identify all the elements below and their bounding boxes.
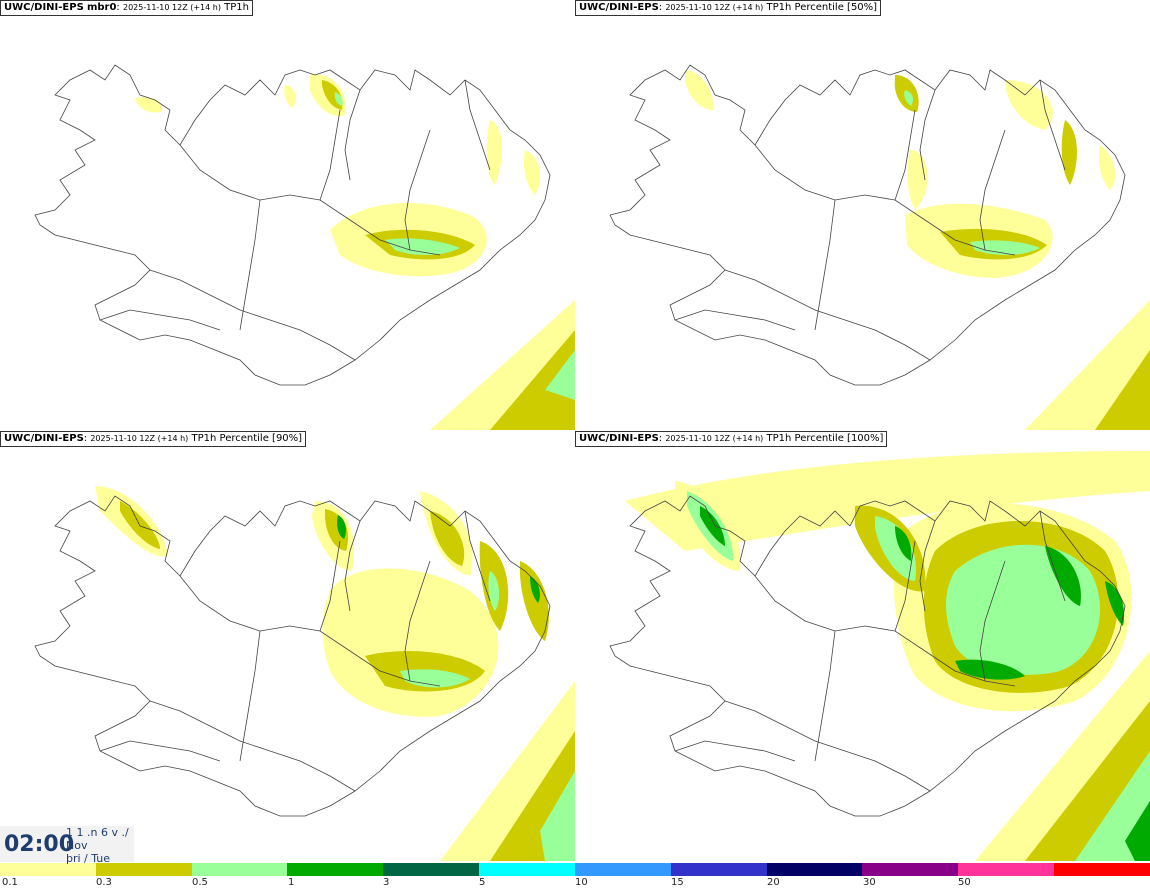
legend-swatch — [958, 863, 1055, 876]
month-label: Nov — [66, 839, 88, 852]
legend-swatch — [0, 863, 96, 876]
legend-swatch — [287, 863, 384, 876]
map-panel-mbr0: UWC/DINI-EPS mbr0: 2025-11-10 12Z (+14 h… — [0, 0, 575, 430]
legend-tick-label: 0.3 — [96, 877, 112, 888]
legend-tick-label: 10 — [575, 877, 588, 888]
legend-swatch — [670, 863, 767, 876]
panel-title: UWC/DINI-EPS: 2025-11-10 12Z (+14 h) TP1… — [0, 431, 307, 447]
legend-swatch — [383, 863, 480, 876]
legend-swatch — [479, 863, 575, 876]
panel-title: UWC/DINI-EPS: 2025-11-10 12Z (+14 h) TP1… — [575, 0, 882, 16]
legend-tick-label: 1 — [288, 877, 295, 888]
legend-swatch — [862, 863, 959, 876]
legend-swatch — [95, 863, 192, 876]
legend-tick-label: 0.1 — [2, 877, 18, 888]
panel-title: UWC/DINI-EPS: 2025-11-10 12Z (+14 h) TP1… — [575, 431, 888, 447]
map-panel-p100: UWC/DINI-EPS: 2025-11-10 12Z (+14 h) TP1… — [575, 431, 1150, 861]
legend-tick-label: 3 — [383, 877, 390, 888]
valid-date: 1 1 .n 6 v ./ Nov þri / Tue — [66, 826, 129, 865]
map-panel-p90: UWC/DINI-EPS: 2025-11-10 12Z (+14 h) TP1… — [0, 431, 575, 861]
legend-tick-label: 15 — [671, 877, 684, 888]
precip-map — [609, 451, 1150, 861]
date-line: 1 1 .n 6 v ./ — [66, 826, 129, 839]
legend-tick-label: 20 — [767, 877, 780, 888]
legend-swatch — [766, 863, 863, 876]
panel-title: UWC/DINI-EPS mbr0: 2025-11-10 12Z (+14 h… — [0, 0, 253, 16]
legend-tick-label: 50 — [958, 877, 971, 888]
legend-swatch — [191, 863, 288, 876]
legend-tick-label: 5 — [479, 877, 486, 888]
legend-swatch — [1054, 863, 1150, 876]
precip-map — [34, 64, 575, 430]
color-legend — [0, 863, 1150, 876]
valid-time: 02:00 — [4, 832, 75, 857]
precip-map — [609, 64, 1150, 430]
precip-map — [34, 486, 575, 861]
legend-ticks: 0.1 0.3 0.5 1 3 5 10 15 20 30 50 — [0, 877, 1150, 891]
weekday-label: þri / Tue — [66, 852, 111, 865]
legend-tick-label: 30 — [863, 877, 876, 888]
valid-time-box: 02:00 1 1 .n 6 v ./ Nov þri / Tue — [0, 826, 134, 865]
legend-tick-label: 0.5 — [192, 877, 208, 888]
legend-swatch — [574, 863, 671, 876]
map-panel-p50: UWC/DINI-EPS: 2025-11-10 12Z (+14 h) TP1… — [575, 0, 1150, 430]
